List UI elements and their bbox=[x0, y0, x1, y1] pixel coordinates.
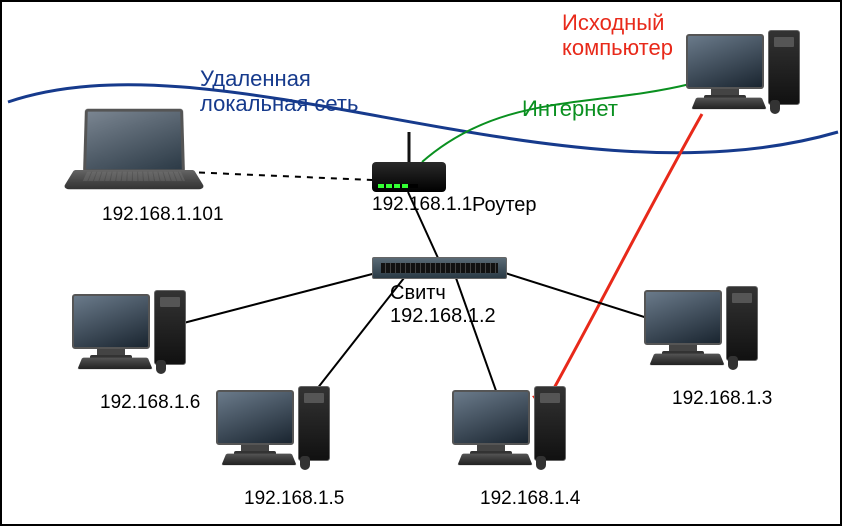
monitor-icon bbox=[686, 34, 764, 89]
switch-body-icon bbox=[372, 257, 507, 279]
edge-laptop-router bbox=[187, 172, 372, 180]
remote-lan-text: Удаленнаялокальная сеть bbox=[200, 66, 358, 116]
pc5-node bbox=[216, 390, 294, 445]
pc4-node bbox=[452, 390, 530, 445]
router-antenna-icon bbox=[408, 132, 411, 162]
source-pc-label: Исходныйкомпьютер bbox=[562, 10, 673, 61]
monitor-icon bbox=[72, 294, 150, 349]
laptop-base-icon bbox=[62, 170, 206, 189]
laptop-node bbox=[84, 108, 194, 198]
switch-node bbox=[372, 257, 507, 279]
edge-switch-pc3 bbox=[502, 272, 660, 322]
monitor-icon bbox=[452, 390, 530, 445]
pc6-node bbox=[72, 294, 150, 349]
keyboard-icon bbox=[691, 98, 766, 110]
switch-text: Свитч192.168.1.2 bbox=[390, 282, 496, 327]
router-node bbox=[372, 162, 446, 192]
mouse-icon bbox=[156, 360, 166, 374]
tower-icon bbox=[534, 386, 566, 461]
pc5-ip: 192.168.1.5 bbox=[244, 488, 344, 510]
router-label: Роутер bbox=[472, 194, 537, 217]
mouse-icon bbox=[770, 100, 780, 114]
switch-label: Свитч192.168.1.2 bbox=[390, 282, 496, 328]
source-desktop-node bbox=[686, 34, 764, 89]
edge-switch-pc6 bbox=[172, 272, 380, 326]
mouse-icon bbox=[300, 456, 310, 470]
tower-icon bbox=[154, 290, 186, 365]
internet-label: Интернет bbox=[522, 96, 618, 122]
router-body-icon bbox=[372, 162, 446, 192]
monitor-icon bbox=[644, 290, 722, 345]
mouse-icon bbox=[728, 356, 738, 370]
keyboard-icon bbox=[221, 454, 296, 466]
keyboard-icon bbox=[457, 454, 532, 466]
pc6-ip: 192.168.1.6 bbox=[100, 392, 200, 414]
pc3-ip: 192.168.1.3 bbox=[672, 388, 772, 410]
keyboard-icon bbox=[649, 354, 724, 366]
tower-icon bbox=[768, 30, 800, 105]
internet-text: Интернет bbox=[522, 96, 618, 121]
router-ip: 192.168.1.1 bbox=[372, 194, 472, 216]
pc4-ip: 192.168.1.4 bbox=[480, 488, 580, 510]
router-text: Роутер bbox=[472, 194, 537, 216]
laptop-ip: 192.168.1.101 bbox=[102, 204, 224, 226]
remote-lan-label: Удаленнаялокальная сеть bbox=[200, 66, 358, 117]
pc3-node bbox=[644, 290, 722, 345]
tower-icon bbox=[298, 386, 330, 461]
keyboard-icon bbox=[77, 358, 152, 370]
source-pc-text: Исходныйкомпьютер bbox=[562, 10, 673, 60]
tower-icon bbox=[726, 286, 758, 361]
monitor-icon bbox=[216, 390, 294, 445]
laptop-screen-icon bbox=[83, 109, 185, 173]
mouse-icon bbox=[536, 456, 546, 470]
